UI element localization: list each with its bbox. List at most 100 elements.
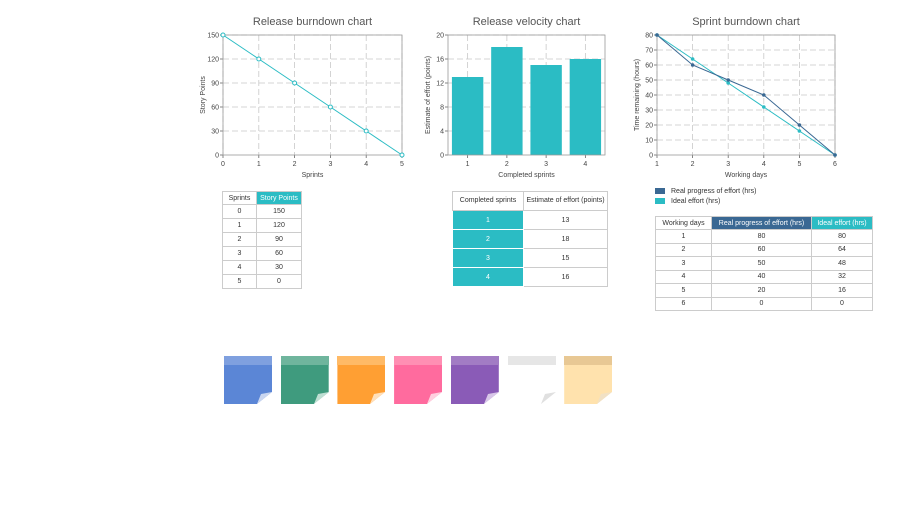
table-row: 1 120 — [222, 218, 302, 233]
x-tick-label: 2 — [293, 161, 297, 168]
table-row: 0 150 — [222, 204, 302, 219]
data-point — [363, 128, 369, 134]
sticky-note-band — [507, 356, 556, 365]
y-tick-label: 4 — [440, 129, 444, 136]
sticky-note-orange — [337, 356, 386, 404]
x-axis-label: Sprints — [302, 172, 324, 179]
table-cell: 80 — [711, 229, 812, 244]
x-tick-label: 5 — [797, 161, 801, 168]
x-tick-label: 3 — [726, 161, 730, 168]
x-tick-label: 5 — [400, 161, 404, 168]
legend-swatch-ideal — [655, 198, 665, 204]
table-cell: 5 — [655, 283, 712, 298]
sticky-note-fold — [313, 392, 329, 404]
x-tick-label: 0 — [221, 161, 225, 168]
table-cell: 60 — [711, 242, 812, 257]
data-point — [220, 32, 226, 38]
y-tick-label: 0 — [215, 153, 219, 160]
sticky-note-band — [224, 356, 272, 365]
table-cell: 6 — [655, 296, 712, 311]
table-header: Sprints — [222, 191, 257, 205]
series-line — [656, 34, 836, 156]
y-tick-label: 30 — [211, 129, 219, 136]
sticky-note-fold — [483, 392, 499, 404]
table-cell: 90 — [256, 232, 302, 247]
x-tick-label: 4 — [583, 161, 587, 168]
table-cell: 48 — [811, 256, 873, 271]
y-tick-label: 60 — [645, 63, 653, 70]
table-cell: 30 — [256, 260, 302, 275]
table-cell: 1 — [452, 210, 524, 230]
x-tick-label: 3 — [544, 161, 548, 168]
sticky-note-band — [394, 356, 443, 365]
series-line — [222, 34, 403, 156]
table-row: 3 15 — [452, 248, 608, 268]
table-cell: 1 — [655, 229, 712, 244]
table-row: 1 80 80 — [655, 229, 873, 244]
table-cell: 4 — [222, 260, 257, 275]
x-axis-label: Completed sprints — [498, 172, 555, 179]
table-cell: 3 — [452, 248, 524, 268]
y-tick-label: 150 — [207, 33, 219, 40]
x-tick-label: 3 — [328, 161, 332, 168]
table-header: Story Points — [256, 191, 302, 205]
x-axis-label: Working days — [725, 172, 768, 179]
table-header: Estimate of effort (points) — [523, 191, 608, 211]
data-point — [327, 104, 333, 110]
y-axis-label: Story Points — [200, 76, 207, 114]
y-axis-label: Estimate of effort (points) — [425, 56, 432, 134]
table-cell: 0 — [256, 274, 302, 289]
y-tick-label: 16 — [436, 57, 444, 64]
data-point — [256, 56, 262, 62]
sticky-note-fold — [370, 392, 386, 404]
y-tick-label: 50 — [645, 78, 653, 85]
data-point — [762, 105, 766, 109]
table-header: Completed sprints — [452, 191, 524, 211]
release-burndown-chart: Release burndown chart 0 30 60 90 120 150 0 1 2 3 4… — [190, 15, 420, 185]
table-cell: 20 — [711, 283, 812, 298]
table-cell: 120 — [256, 218, 302, 233]
table-row: 4 40 32 — [655, 269, 873, 284]
y-tick-label: 0 — [440, 153, 444, 160]
x-tick-label: 4 — [762, 161, 766, 168]
table-row: 2 90 — [222, 232, 302, 247]
table-header: Working days — [655, 216, 712, 230]
table-cell: 0 — [222, 204, 257, 219]
x-tick-label: 2 — [505, 161, 509, 168]
table-cell: 2 — [452, 229, 524, 249]
y-tick-label: 60 — [211, 105, 219, 112]
release-velocity-table: Completed sprints Estimate of effort (po… — [452, 191, 608, 287]
x-tick-label: 6 — [833, 161, 837, 168]
chart-title: Sprint burndown chart — [692, 16, 800, 28]
table-cell: 15 — [523, 248, 608, 268]
sticky-note-band — [450, 356, 499, 365]
legend-label-real: Real progress of effort (hrs) — [671, 187, 757, 195]
table-cell: 3 — [222, 246, 257, 261]
y-tick-label: 20 — [645, 123, 653, 130]
table-cell: 0 — [811, 296, 873, 311]
table-cell: 32 — [811, 269, 873, 284]
sticky-note-fold — [427, 392, 443, 404]
chart-title: Release velocity chart — [473, 16, 581, 28]
data-point — [726, 78, 730, 82]
y-tick-label: 120 — [207, 57, 219, 64]
sprint-burndown-legend: Real progress of effort (hrs) Ideal effo… — [655, 186, 756, 206]
sticky-note-fold — [540, 392, 556, 404]
data-point — [762, 93, 766, 97]
table-row: 2 18 — [452, 229, 608, 249]
x-tick-label: 2 — [691, 161, 695, 168]
data-point — [833, 153, 837, 157]
table-cell: 0 — [711, 296, 812, 311]
table-cell: 5 — [222, 274, 257, 289]
table-cell: 13 — [523, 210, 608, 230]
legend-item-ideal: Ideal effort (hrs) — [655, 196, 756, 206]
y-axis-label: Time remaining (hours) — [634, 59, 641, 131]
table-row: 2 60 64 — [655, 242, 873, 257]
table-cell: 2 — [222, 232, 257, 247]
series-line — [656, 34, 836, 156]
plot-frame — [656, 34, 836, 156]
x-tick-label: 1 — [655, 161, 659, 168]
y-tick-label: 70 — [645, 48, 653, 55]
